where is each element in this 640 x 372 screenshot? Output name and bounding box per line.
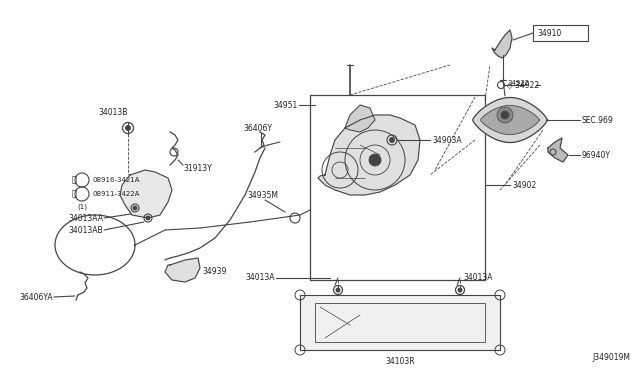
- Circle shape: [336, 288, 340, 292]
- Circle shape: [458, 288, 462, 292]
- Circle shape: [133, 206, 137, 210]
- Text: 96940Y: 96940Y: [582, 151, 611, 160]
- Text: 08911-3422A: 08911-3422A: [92, 191, 140, 197]
- Text: 31913Y: 31913Y: [183, 164, 212, 173]
- Polygon shape: [120, 170, 172, 218]
- Bar: [315, 303, 485, 342]
- Text: 34013B: 34013B: [99, 108, 128, 116]
- Text: 34910: 34910: [537, 29, 561, 38]
- Text: Ⓝ: Ⓝ: [72, 189, 77, 199]
- Text: 34902: 34902: [512, 180, 536, 189]
- Bar: [310, 95, 485, 280]
- Text: 34935M: 34935M: [248, 190, 278, 199]
- Circle shape: [497, 107, 513, 123]
- Circle shape: [369, 154, 381, 166]
- Polygon shape: [492, 30, 512, 58]
- Text: 08916-3421A: 08916-3421A: [92, 177, 140, 183]
- Polygon shape: [165, 258, 200, 282]
- Text: 34903A: 34903A: [432, 135, 461, 144]
- Text: 34922: 34922: [507, 80, 529, 86]
- Circle shape: [125, 125, 131, 131]
- Polygon shape: [345, 105, 375, 132]
- Polygon shape: [473, 97, 547, 142]
- Text: 34951: 34951: [274, 100, 298, 109]
- Circle shape: [146, 216, 150, 220]
- Text: 34939: 34939: [202, 267, 227, 276]
- Text: 36406YA: 36406YA: [19, 292, 53, 301]
- Text: (1): (1): [77, 204, 87, 210]
- Text: J349019M: J349019M: [592, 353, 630, 362]
- Polygon shape: [548, 138, 568, 162]
- Text: -◇ 34922: -◇ 34922: [504, 80, 539, 90]
- Polygon shape: [300, 295, 500, 350]
- Text: 34013AA: 34013AA: [68, 214, 103, 222]
- Text: 36406Y: 36406Y: [243, 124, 273, 132]
- Circle shape: [390, 138, 394, 142]
- Polygon shape: [318, 115, 420, 195]
- Text: 34013A: 34013A: [246, 273, 275, 282]
- Circle shape: [501, 111, 509, 119]
- Text: 34013AB: 34013AB: [68, 225, 103, 234]
- Text: Ⓦ: Ⓦ: [72, 176, 77, 185]
- Text: 34013A: 34013A: [463, 273, 493, 282]
- Polygon shape: [481, 106, 540, 135]
- Bar: [533, 25, 588, 41]
- Text: 34103R: 34103R: [385, 357, 415, 366]
- Text: SEC.969: SEC.969: [582, 115, 614, 125]
